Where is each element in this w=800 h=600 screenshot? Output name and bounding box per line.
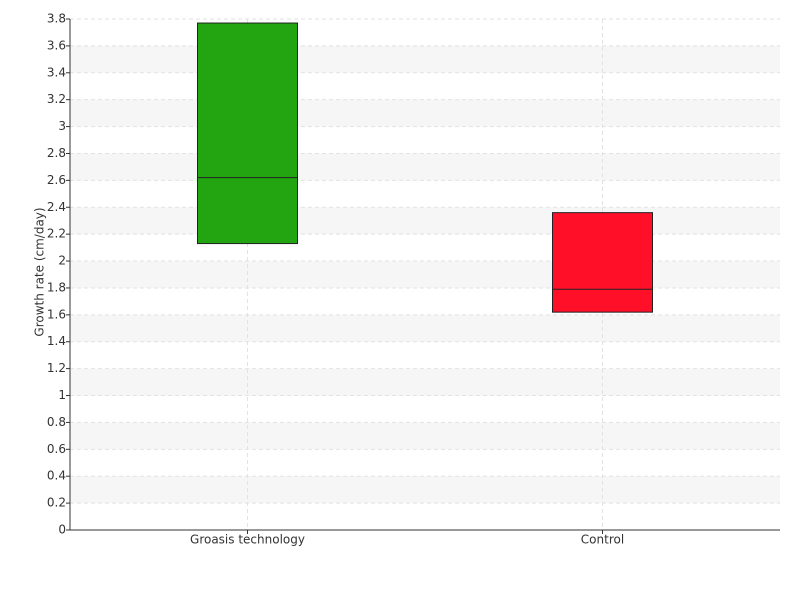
box [197, 22, 298, 245]
y-tick-label: 3.2 [47, 92, 66, 106]
grid-stripe [70, 207, 780, 235]
grid-stripe [70, 261, 780, 288]
y-tick-label: 2.4 [47, 200, 66, 214]
grid-stripe [70, 422, 780, 450]
y-axis-label: Growth rate (cm/day) [33, 207, 47, 336]
y-tick-label: 3.4 [47, 65, 66, 79]
y-tick-label: 3.8 [47, 12, 66, 26]
y-tick-label: 3 [58, 119, 66, 133]
x-tick-label: Groasis technology [190, 533, 305, 547]
grid-stripe [70, 314, 780, 342]
y-tick-label: 2 [58, 254, 66, 268]
y-tick-label: 1.2 [47, 361, 66, 375]
grid-stripe [70, 45, 780, 73]
y-tick-label: 1.4 [47, 334, 66, 348]
y-tick-label: 0.6 [47, 442, 66, 456]
y-tick-label: 0 [58, 523, 66, 537]
y-tick-label: 0.4 [47, 469, 66, 483]
x-tick-label: Control [581, 533, 624, 547]
grid-stripe [70, 153, 780, 181]
y-tick-label: 2.2 [47, 227, 66, 241]
y-tick-label: 1.8 [47, 280, 66, 294]
y-tick-label: 1.6 [47, 307, 66, 321]
grid-stripe [70, 368, 780, 396]
grid-stripe [70, 99, 780, 127]
box [552, 212, 653, 313]
y-tick-label: 2.8 [47, 146, 66, 160]
y-tick-label: 3.6 [47, 38, 66, 52]
grid-stripe [70, 476, 780, 504]
y-tick-label: 0.8 [47, 415, 66, 429]
y-tick-label: 0.2 [47, 496, 66, 510]
y-tick-label: 2.6 [47, 173, 66, 187]
y-tick-label: 1 [58, 388, 66, 402]
